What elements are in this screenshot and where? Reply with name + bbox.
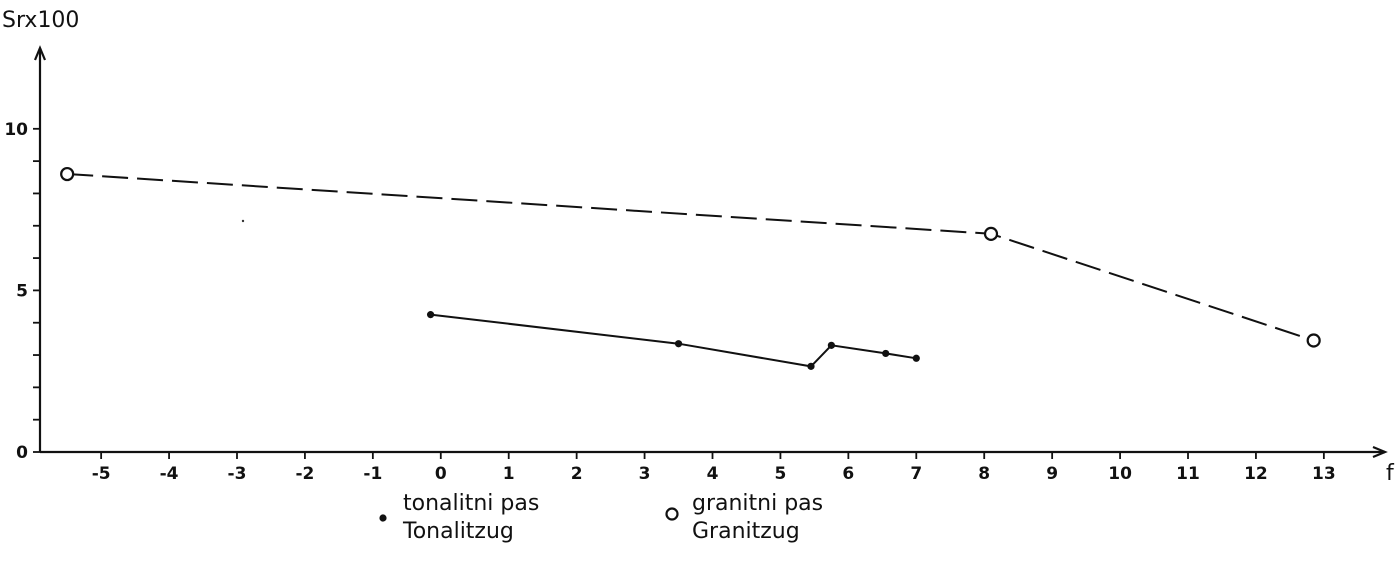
legend-marker-granit [665, 507, 679, 521]
x-axis-label: f [1386, 461, 1395, 486]
granit-data-point [983, 226, 999, 241]
y-tick-label: 10 [4, 120, 28, 140]
legend-label-granit: granitni pas [692, 491, 823, 516]
x-tick-label: 1 [503, 464, 515, 484]
granit-data-point [60, 166, 75, 182]
tonalit-data-point [882, 349, 890, 358]
x-tick-label: 8 [978, 464, 990, 484]
scan-speck [241, 219, 245, 223]
y-axis-arrow [33, 45, 47, 61]
x-tick-label: 11 [1176, 464, 1200, 484]
x-tick-label: 10 [1108, 464, 1132, 484]
x-tick-label: 12 [1244, 464, 1268, 484]
y-axis-label: Srx100 [2, 8, 79, 33]
y-tick-label: 5 [16, 281, 28, 301]
x-tick-label: 4 [707, 464, 719, 484]
x-tick-label: 0 [435, 464, 447, 484]
x-tick-label: 2 [571, 464, 583, 484]
tonalit-data-point [807, 362, 815, 370]
legend-label-tonalit: tonalitni pas [403, 491, 539, 516]
x-axis-arrow [1372, 445, 1388, 459]
legend-marker-tonalit [379, 514, 387, 522]
x-tick-label: 3 [639, 464, 651, 484]
legend-label-tonalit: Tonalitzug [402, 519, 514, 544]
legend-label-granit: Granitzug [692, 519, 800, 544]
x-tick-label: -4 [160, 464, 179, 484]
granit-series-line [67, 173, 1315, 342]
x-tick-label: -3 [228, 464, 247, 484]
x-tick-label: 5 [775, 464, 787, 484]
tonalit-data-point [827, 341, 835, 349]
y-tick-label: 0 [16, 443, 28, 463]
tonalit-data-point [674, 340, 683, 348]
tonalit-series-line [430, 313, 917, 368]
x-tick-label: 13 [1312, 464, 1336, 484]
x-tick-label: 7 [910, 464, 922, 484]
tonalit-data-point [912, 354, 920, 362]
x-tick-label: -1 [363, 464, 382, 484]
legend: tonalitni pas Tonalitzug granitni pas Grani… [379, 491, 823, 544]
x-tick-label: 6 [842, 464, 854, 484]
axes: Srx100 f [2, 8, 1395, 486]
x-tick-label: -5 [92, 464, 111, 484]
x-tick-label: -2 [295, 464, 314, 484]
tonalit-data-point [426, 311, 435, 319]
granit-data-point [1306, 333, 1321, 348]
x-tick-label: 9 [1046, 464, 1058, 484]
series-layer [60, 166, 1321, 370]
